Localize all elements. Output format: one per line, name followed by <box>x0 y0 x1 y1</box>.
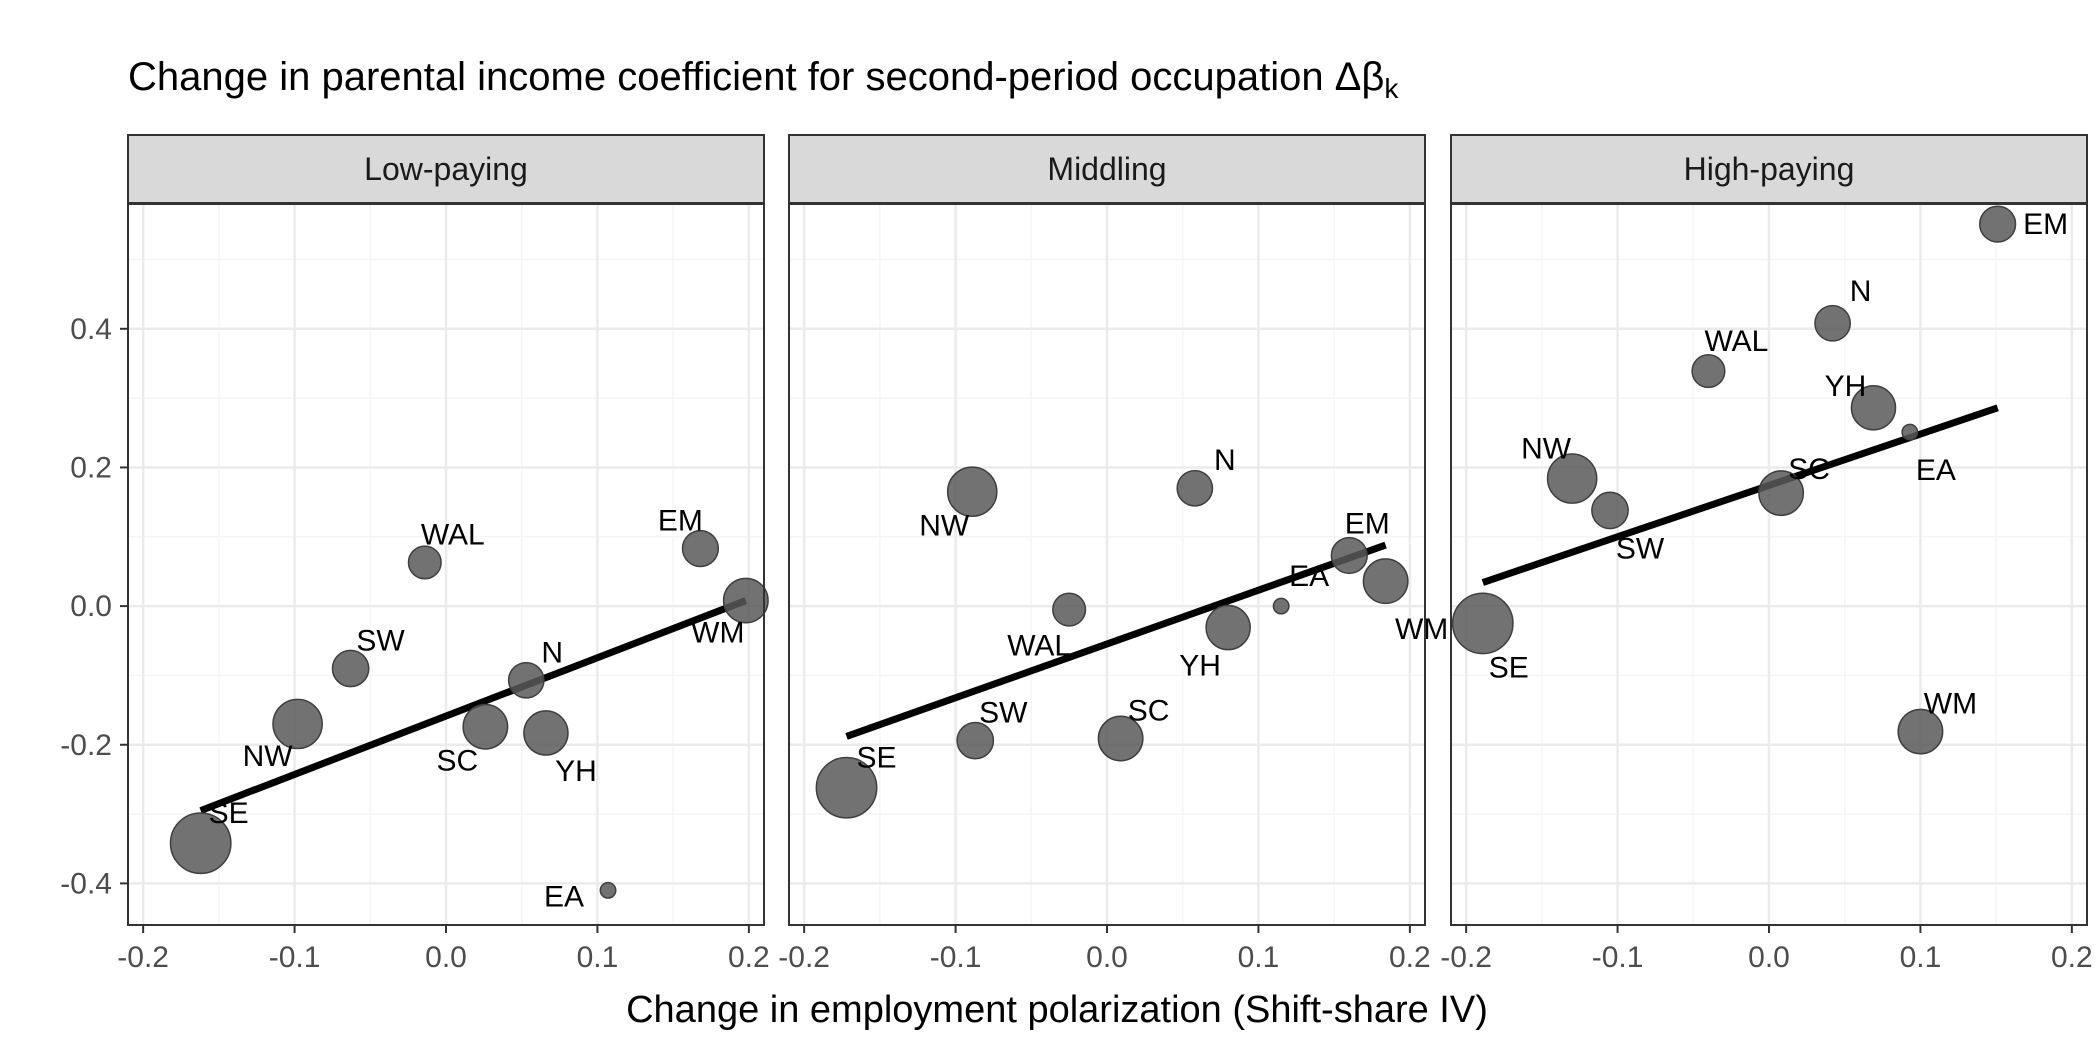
point-label-se: SE <box>1489 651 1529 684</box>
x-tick-label: -0.2 <box>778 941 830 974</box>
data-point-yh <box>1205 604 1251 651</box>
x-tick-label: 0.2 <box>1389 941 1431 974</box>
point-label-em: EM <box>1345 507 1390 540</box>
data-point-em <box>1330 536 1368 575</box>
x-tick-label: -0.2 <box>117 941 169 974</box>
x-tick-label: 0.0 <box>1748 941 1790 974</box>
point-label-sw: SW <box>1616 532 1665 565</box>
point-label-nw: NW <box>1521 433 1572 466</box>
point-label-wal: WAL <box>1007 630 1071 663</box>
x-tick-label: -0.1 <box>269 941 321 974</box>
point-label-yh: YH <box>1179 650 1221 683</box>
point-label-se: SE <box>857 742 897 775</box>
data-point-yh <box>523 710 569 756</box>
data-point-sc <box>1097 715 1144 762</box>
point-label-wal: WAL <box>1704 325 1768 358</box>
strip-label: Low-paying <box>364 151 528 187</box>
y-tick-label: 0.2 <box>70 451 112 484</box>
fit-line <box>845 541 1387 740</box>
data-point-n <box>1814 304 1851 342</box>
strip-background <box>1450 134 2088 204</box>
point-label-sc: SC <box>1128 695 1170 728</box>
point-label-sc: SC <box>437 745 479 778</box>
point-label-nw: NW <box>243 740 294 773</box>
data-point-sw <box>331 649 370 688</box>
strip-label: Middling <box>1047 151 1166 187</box>
data-point-sw <box>956 721 995 760</box>
x-tick-label: 0.1 <box>1238 941 1280 974</box>
data-point-nw <box>272 698 323 750</box>
fit-line <box>199 597 748 814</box>
data-point-em <box>1979 205 2017 243</box>
data-point-n <box>507 661 545 699</box>
data-point-se <box>1451 592 1514 655</box>
point-label-yh: YH <box>1825 370 1867 403</box>
point-label-nw: NW <box>919 510 970 543</box>
point-label-yh: YH <box>555 755 597 788</box>
point-label-se: SE <box>209 797 249 830</box>
data-point-se <box>169 812 232 875</box>
data-point-sw <box>1591 491 1629 530</box>
panels: SE NW SW WAL SC N YH EA EM WM Low-paying -0.2 -0.1 0.… <box>60 134 2093 974</box>
strip-background <box>127 134 765 204</box>
point-label-sw: SW <box>979 697 1028 730</box>
y-tick-label: -0.4 <box>60 867 112 900</box>
x-tick-label: 0.1 <box>577 941 619 974</box>
x-tick-label: 0.2 <box>2051 941 2093 974</box>
x-tick-label: -0.2 <box>1440 941 1492 974</box>
data-point-ea <box>599 881 617 899</box>
chart-title-subscript: k <box>1384 73 1399 104</box>
point-label-wm: WM <box>1924 688 1977 721</box>
data-point-sc <box>462 703 509 750</box>
x-tick-label: -0.1 <box>1592 941 1644 974</box>
panel-middling: SE NW SW WAL SC N YH EA EM WM Middling -0.2 -0.1 0.0 0… <box>778 134 1448 974</box>
data-point-sc <box>1758 470 1805 517</box>
data-point-ea <box>1272 597 1290 615</box>
x-tick-label: -0.1 <box>930 941 982 974</box>
data-point-wal <box>1691 354 1726 389</box>
data-point-em <box>681 529 720 568</box>
strip-label: High-paying <box>1684 151 1855 187</box>
data-point-yh <box>1850 385 1897 431</box>
point-label-ea: EA <box>1916 454 1956 487</box>
point-label-sw: SW <box>356 624 405 657</box>
x-tick-label: 0.0 <box>1086 941 1128 974</box>
point-label-wm: WM <box>691 617 744 650</box>
data-point-wm <box>1897 708 1944 755</box>
y-tick-label: 0.4 <box>70 313 112 346</box>
panel-low-paying: SE NW SW WAL SC N YH EA EM WM Low-paying -0.2 -0.1 0.… <box>60 134 770 974</box>
point-label-n: N <box>1850 275 1872 308</box>
chart-title: Change in parental income coefficient fo… <box>128 55 1399 104</box>
point-label-ea: EA <box>1289 560 1329 593</box>
data-point-wal <box>407 545 442 580</box>
strip-background <box>788 134 1426 204</box>
panel-high-paying: SE NW SW WAL SC N YH EA WM EM High-paying -0.2 -0.1 0… <box>1440 134 2093 974</box>
point-label-em: EM <box>658 505 703 538</box>
data-point-wal <box>1052 592 1087 627</box>
x-axis-title: Change in employment polarization (Shift… <box>626 989 1488 1031</box>
data-point-n <box>1176 469 1214 507</box>
y-tick-label: 0.0 <box>70 590 112 623</box>
data-point-nw <box>946 466 998 518</box>
point-label-wal: WAL <box>421 518 485 551</box>
y-tick-label: -0.2 <box>60 729 112 762</box>
point-label-ea: EA <box>544 880 584 913</box>
chart-title-main: Change in parental income coefficient fo… <box>128 55 1384 99</box>
data-point-wm <box>1362 558 1409 605</box>
data-point-nw <box>1546 453 1598 504</box>
x-tick-label: 0.1 <box>1900 941 1942 974</box>
point-label-sc: SC <box>1788 453 1830 486</box>
data-point-wm <box>722 577 769 624</box>
point-label-n: N <box>541 636 563 669</box>
point-label-em: EM <box>2023 208 2068 241</box>
x-tick-label: 0.0 <box>425 941 467 974</box>
data-point-ea <box>1901 423 1919 441</box>
data-point-se <box>815 756 878 819</box>
x-tick-label: 0.2 <box>728 941 770 974</box>
point-label-wm: WM <box>1395 613 1448 646</box>
point-label-n: N <box>1214 444 1236 477</box>
